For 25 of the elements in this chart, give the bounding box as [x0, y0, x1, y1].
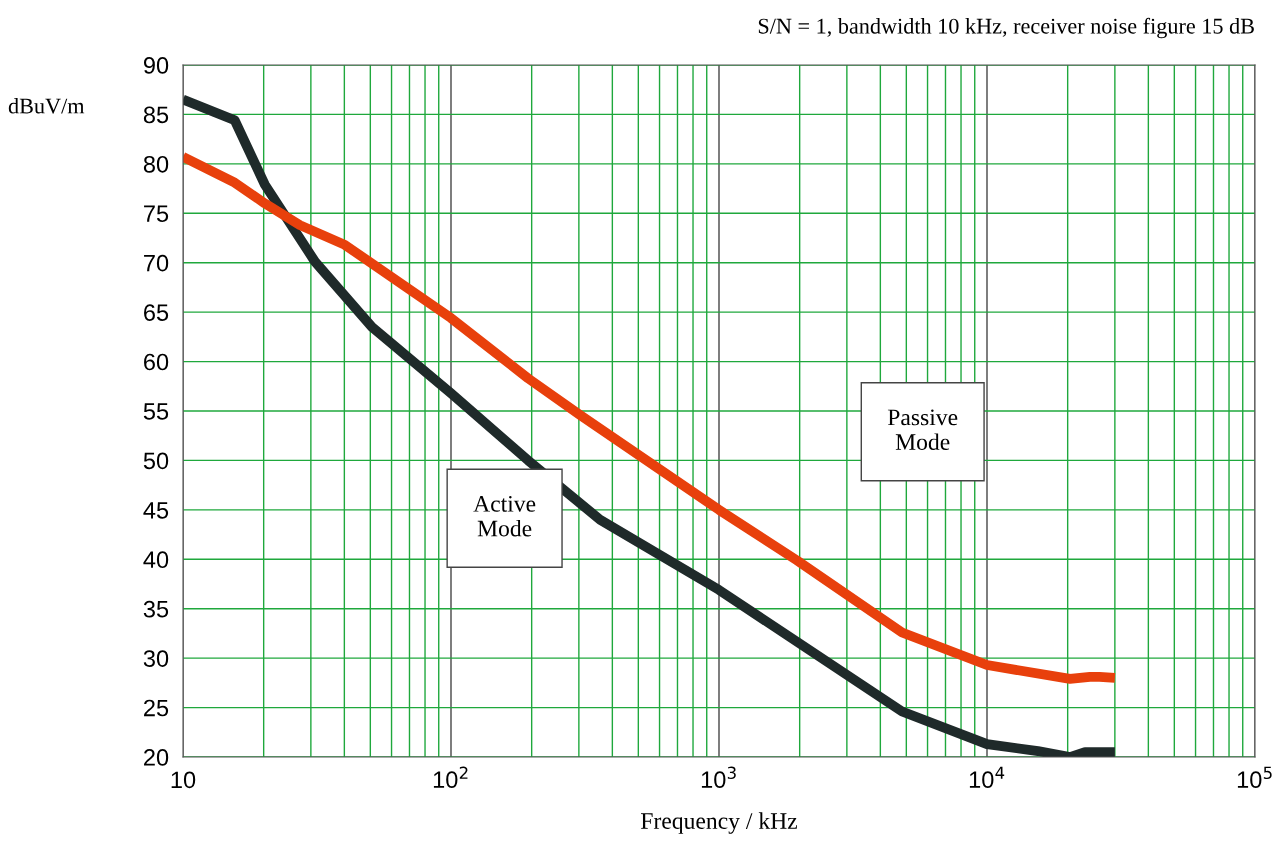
x-axis-title: Frequency / kHz: [641, 812, 798, 834]
annotation: Active Mode: [473, 495, 536, 537]
y-tick-label: 35: [143, 600, 169, 618]
y-tick-label: 20: [144, 749, 169, 766]
x-tick-label: 10$^{5}$: [1237, 766, 1272, 789]
y-tick-label: 65: [144, 304, 169, 321]
y-tick-label: 70: [144, 254, 169, 272]
y-tick-label: 40: [143, 551, 169, 569]
chart-title: S/N = 1, bandwidth 10 kHz, receiver noise figure 15 dB: [758, 17, 1254, 39]
y-tick-label: 90: [143, 57, 169, 74]
y-tick-label: 50: [143, 452, 169, 470]
x-tick-label: 10: [171, 771, 196, 789]
x-tick-label: 10$^{2}$: [433, 766, 468, 789]
y-tick-label: 80: [143, 155, 169, 173]
y-axis-title: dBuV/m: [8, 97, 85, 114]
y-tick-label: 60: [144, 353, 169, 371]
x-tick-label: 10$^{3}$: [701, 766, 736, 789]
annotation: Passive Mode: [887, 409, 958, 451]
y-tick-label: 85: [143, 106, 169, 124]
y-tick-label: 75: [144, 205, 169, 223]
x-tick-label: 10$^{4}$: [969, 766, 1005, 789]
y-tick-label: 30: [143, 650, 169, 667]
y-tick-label: 55: [143, 403, 169, 420]
y-tick-label: 25: [144, 699, 169, 717]
y-tick-label: 45: [143, 502, 169, 519]
